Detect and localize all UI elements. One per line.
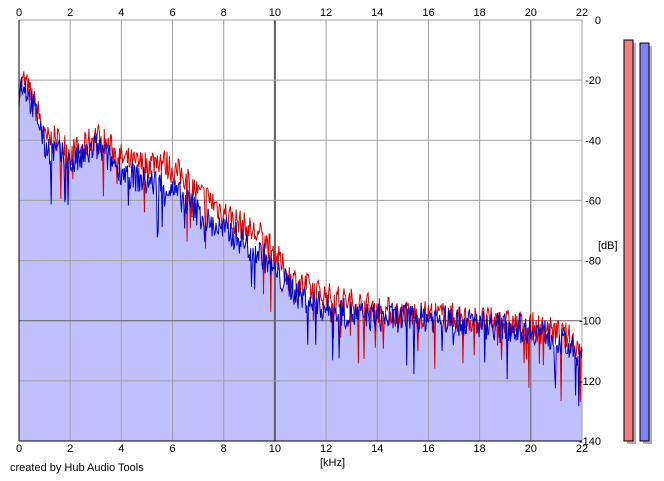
y-tick-label: -120 (579, 376, 601, 388)
x-tick-label-top: 14 (371, 7, 383, 19)
credit-text: created by Hub Audio Tools (10, 462, 144, 474)
y-tick-label: -100 (579, 316, 601, 328)
x-tick-label-top: 8 (221, 7, 227, 19)
x-tick-label-bottom: 12 (320, 443, 332, 455)
x-tick-label-bottom: 14 (371, 443, 383, 455)
x-tick-label-bottom: 2 (67, 443, 73, 455)
y-tick-label: -40 (585, 135, 601, 147)
x-tick-label-bottom: 4 (118, 443, 124, 455)
y-tick-label: -80 (585, 256, 601, 268)
x-tick-label-top: 2 (67, 7, 73, 19)
level-meter-right (639, 42, 650, 442)
level-meter-left (623, 39, 634, 442)
x-tick-label-bottom: 22 (576, 443, 588, 455)
x-tick-label-bottom: 20 (525, 443, 537, 455)
x-tick-label-bottom: 16 (422, 443, 434, 455)
x-axis-unit-label: [kHz] (320, 457, 346, 469)
y-tick-label: 0 (595, 15, 601, 27)
x-tick-label-top: 20 (525, 7, 537, 19)
x-tick-label-top: 0 (16, 7, 22, 19)
x-tick-label-top: 12 (320, 7, 332, 19)
x-tick-label-top: 4 (118, 7, 124, 19)
y-tick-label: -60 (585, 195, 601, 207)
x-tick-label-top: 22 (576, 7, 588, 19)
x-tick-label-bottom: 18 (474, 443, 486, 455)
x-tick-label-bottom: 10 (269, 443, 281, 455)
x-tick-label-bottom: 8 (221, 443, 227, 455)
x-tick-label-top: 10 (269, 7, 281, 19)
x-tick-label-top: 16 (422, 7, 434, 19)
y-tick-label: -140 (579, 436, 601, 448)
x-tick-label-bottom: 0 (16, 443, 22, 455)
x-tick-label-top: 6 (169, 7, 175, 19)
x-tick-label-bottom: 6 (169, 443, 175, 455)
x-tick-label-top: 18 (474, 7, 486, 19)
right-channel-line (18, 77, 583, 407)
y-axis-unit-label: [dB] (598, 240, 618, 252)
y-tick-label: -20 (585, 75, 601, 87)
spectrum-fill (19, 77, 582, 442)
